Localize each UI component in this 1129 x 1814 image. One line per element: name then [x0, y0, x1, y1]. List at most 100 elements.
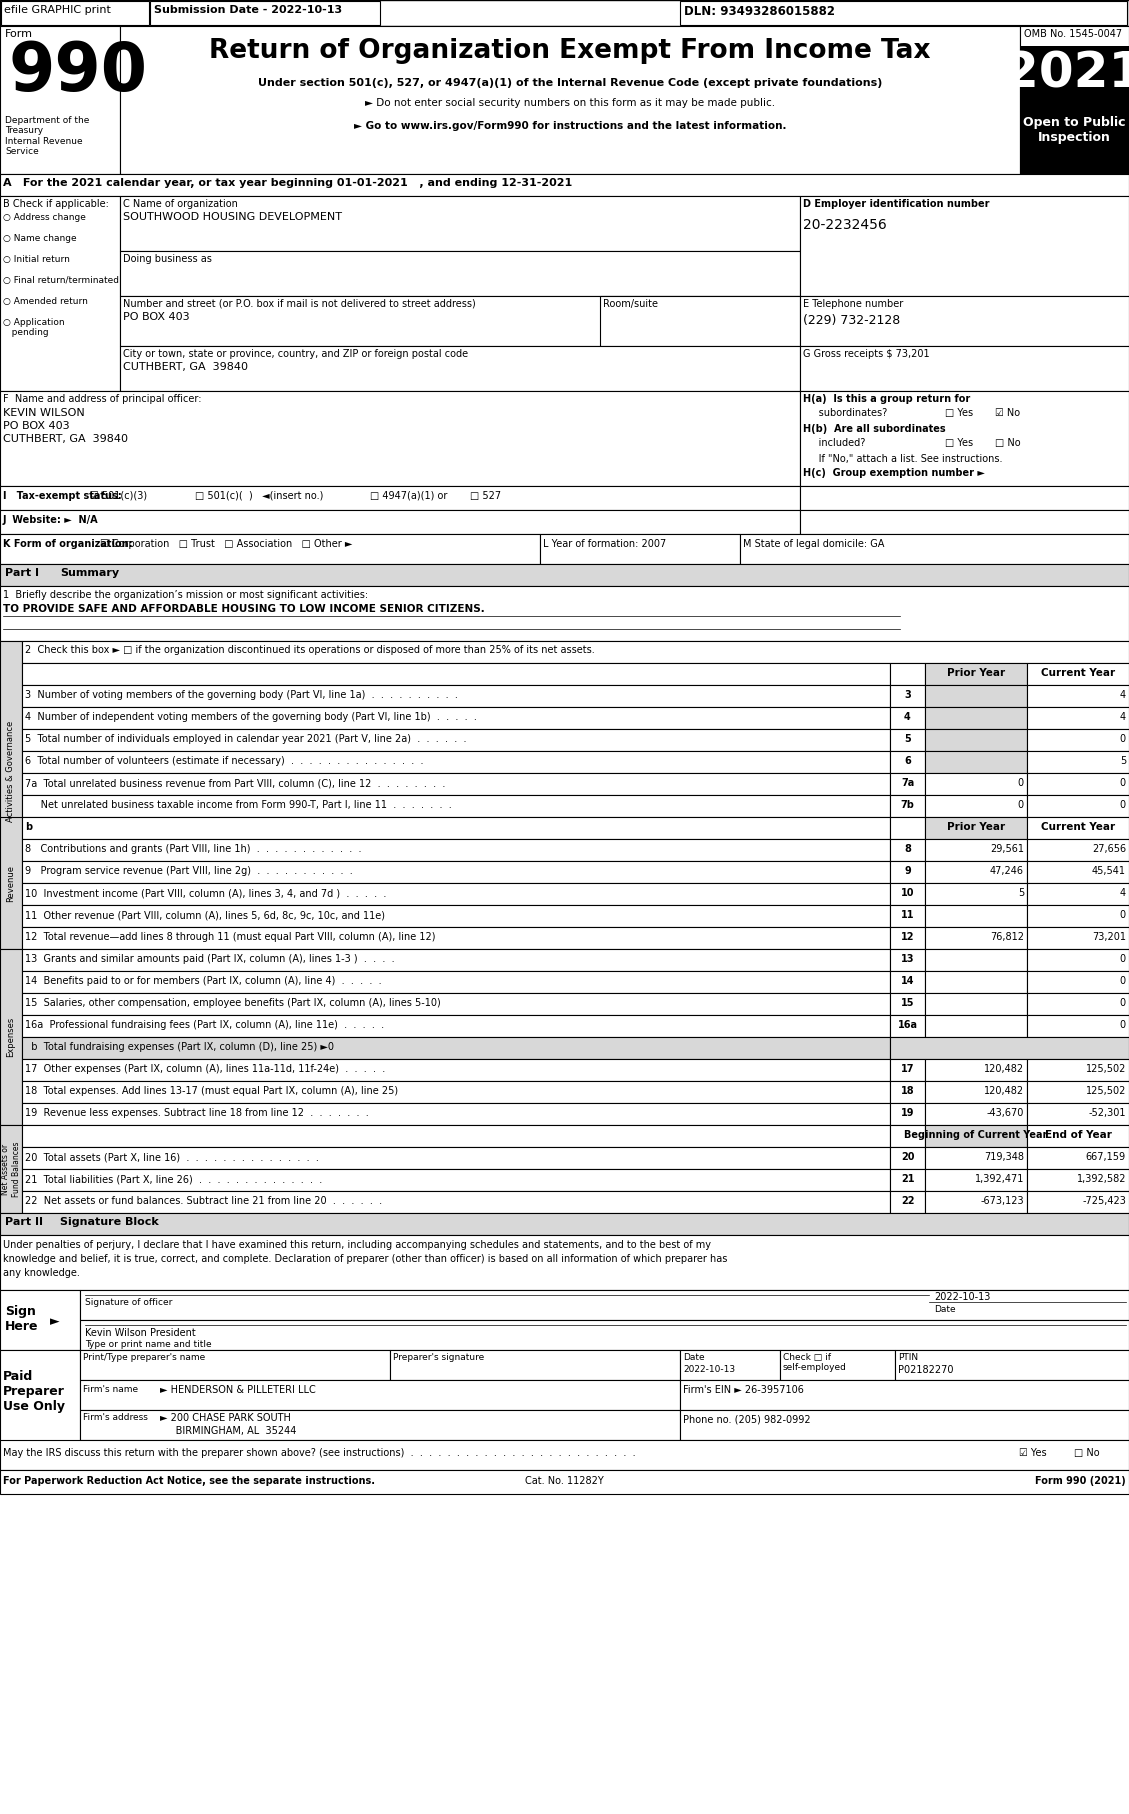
Text: Current Year: Current Year: [1041, 668, 1115, 678]
Text: Beginning of Current Year: Beginning of Current Year: [904, 1130, 1048, 1139]
Text: 1  Briefly describe the organization’s mission or most significant activities:: 1 Briefly describe the organization’s mi…: [3, 590, 368, 600]
Text: 21  Total liabilities (Part X, line 26)  .  .  .  .  .  .  .  .  .  .  .  .  .  : 21 Total liabilities (Part X, line 26) .…: [25, 1174, 322, 1185]
Bar: [890, 1168, 925, 1192]
Text: SOUTHWOOD HOUSING DEVELOPMENT: SOUTHWOOD HOUSING DEVELOPMENT: [123, 212, 342, 221]
Text: 2021: 2021: [1005, 51, 1129, 98]
Bar: [925, 1016, 1027, 1038]
Text: Room/suite: Room/suite: [603, 299, 658, 308]
Bar: [21, 1146, 890, 1168]
Bar: [21, 773, 890, 795]
Text: Form: Form: [5, 29, 33, 38]
Text: F  Name and address of principal officer:: F Name and address of principal officer:: [3, 394, 201, 405]
Text: ☑ 501(c)(3): ☑ 501(c)(3): [90, 492, 147, 501]
Bar: [0, 1350, 80, 1469]
Text: 120,482: 120,482: [983, 1087, 1024, 1096]
Text: 22: 22: [901, 1195, 914, 1206]
Bar: [0, 640, 21, 902]
Bar: [925, 1081, 1027, 1103]
Bar: [890, 992, 925, 1016]
Text: 125,502: 125,502: [1086, 1087, 1126, 1096]
Bar: [890, 949, 925, 970]
Bar: [150, 2, 380, 25]
Text: □ No: □ No: [1074, 1448, 1100, 1458]
Bar: [890, 773, 925, 795]
Text: H(c)  Group exemption number ►: H(c) Group exemption number ►: [803, 468, 984, 479]
Text: Current Year: Current Year: [1041, 822, 1115, 833]
Bar: [1027, 862, 1129, 883]
Bar: [1027, 992, 1129, 1016]
Bar: [680, 1409, 1129, 1440]
Text: DLN: 93493286015882: DLN: 93493286015882: [684, 5, 835, 18]
Text: Kevin Wilson President: Kevin Wilson President: [85, 1328, 195, 1339]
Text: 667,159: 667,159: [1086, 1152, 1126, 1163]
Text: 0: 0: [1018, 800, 1024, 811]
Text: 17: 17: [901, 1065, 914, 1074]
Bar: [120, 296, 800, 346]
Bar: [80, 1290, 1129, 1321]
Bar: [890, 1146, 925, 1168]
Text: b  Total fundraising expenses (Part IX, column (D), line 25) ►0: b Total fundraising expenses (Part IX, c…: [25, 1041, 334, 1052]
Bar: [890, 686, 925, 707]
Bar: [1027, 1168, 1129, 1192]
Text: Activities & Governance: Activities & Governance: [7, 720, 16, 822]
Bar: [21, 1081, 890, 1103]
Text: Cat. No. 11282Y: Cat. No. 11282Y: [525, 1477, 604, 1486]
Text: H(b)  Are all subordinates: H(b) Are all subordinates: [803, 424, 946, 434]
Text: 16a: 16a: [898, 1019, 918, 1030]
Text: ○ Initial return: ○ Initial return: [3, 256, 70, 265]
Text: 4: 4: [1120, 889, 1126, 898]
Bar: [21, 905, 890, 927]
Text: Revenue: Revenue: [7, 865, 16, 902]
Text: 11  Other revenue (Part VIII, column (A), lines 5, 6d, 8c, 9c, 10c, and 11e): 11 Other revenue (Part VIII, column (A),…: [25, 911, 385, 920]
Text: 3  Number of voting members of the governing body (Part VI, line 1a)  .  .  .  .: 3 Number of voting members of the govern…: [25, 689, 458, 700]
Text: Form 990 (2021): Form 990 (2021): [1035, 1477, 1126, 1486]
Bar: [925, 949, 1027, 970]
Bar: [890, 1016, 925, 1038]
Text: 13: 13: [901, 954, 914, 963]
Bar: [0, 510, 800, 533]
Text: ► HENDERSON & PILLETERI LLC: ► HENDERSON & PILLETERI LLC: [160, 1386, 316, 1395]
Text: Date: Date: [683, 1353, 704, 1362]
Bar: [80, 1380, 680, 1409]
Text: H(a)  Is this a group return for: H(a) Is this a group return for: [803, 394, 970, 405]
Bar: [21, 795, 890, 816]
Bar: [0, 1125, 21, 1214]
Text: □ Yes: □ Yes: [945, 408, 973, 417]
Text: G Gross receipts $ 73,201: G Gross receipts $ 73,201: [803, 348, 929, 359]
Text: 120,482: 120,482: [983, 1065, 1024, 1074]
Text: 8   Contributions and grants (Part VIII, line 1h)  .  .  .  .  .  .  .  .  .  . : 8 Contributions and grants (Part VIII, l…: [25, 844, 361, 854]
Text: ☑ Corporation   □ Trust   □ Association   □ Other ►: ☑ Corporation □ Trust □ Association □ Ot…: [100, 539, 352, 550]
Text: Net Assets or
Fund Balances: Net Assets or Fund Balances: [1, 1141, 20, 1197]
Bar: [1027, 729, 1129, 751]
Text: Expenses: Expenses: [7, 1018, 16, 1058]
Bar: [1027, 970, 1129, 992]
Text: 15  Salaries, other compensation, employee benefits (Part IX, column (A), lines : 15 Salaries, other compensation, employe…: [25, 998, 440, 1009]
Bar: [0, 949, 21, 1125]
Text: 10  Investment income (Part VIII, column (A), lines 3, 4, and 7d )  .  .  .  .  : 10 Investment income (Part VIII, column …: [25, 889, 386, 898]
Bar: [925, 1146, 1027, 1168]
Text: Type or print name and title: Type or print name and title: [85, 1341, 211, 1350]
Text: 7b: 7b: [901, 800, 914, 811]
Text: ► Do not enter social security numbers on this form as it may be made public.: ► Do not enter social security numbers o…: [365, 98, 776, 109]
Text: Firm's name: Firm's name: [84, 1386, 138, 1393]
Bar: [0, 486, 800, 510]
Text: 10: 10: [901, 889, 914, 898]
Text: b: b: [25, 822, 32, 833]
Text: 13  Grants and similar amounts paid (Part IX, column (A), lines 1-3 )  .  .  .  : 13 Grants and similar amounts paid (Part…: [25, 954, 395, 963]
Text: ○ Application
   pending: ○ Application pending: [3, 317, 64, 337]
Bar: [890, 862, 925, 883]
Text: 0: 0: [1120, 976, 1126, 987]
Bar: [925, 686, 1027, 707]
Text: Department of the
Treasury
Internal Revenue
Service: Department of the Treasury Internal Reve…: [5, 116, 89, 156]
Text: P02182270: P02182270: [898, 1364, 954, 1375]
Text: -673,123: -673,123: [980, 1195, 1024, 1206]
Bar: [1027, 1146, 1129, 1168]
Text: 29,561: 29,561: [990, 844, 1024, 854]
Text: 18: 18: [901, 1087, 914, 1096]
Bar: [800, 296, 1129, 346]
Text: K Form of organization:: K Form of organization:: [3, 539, 132, 550]
Text: 20: 20: [901, 1152, 914, 1163]
Bar: [1027, 816, 1129, 840]
Text: Doing business as: Doing business as: [123, 254, 212, 265]
Text: 0: 0: [1018, 778, 1024, 787]
